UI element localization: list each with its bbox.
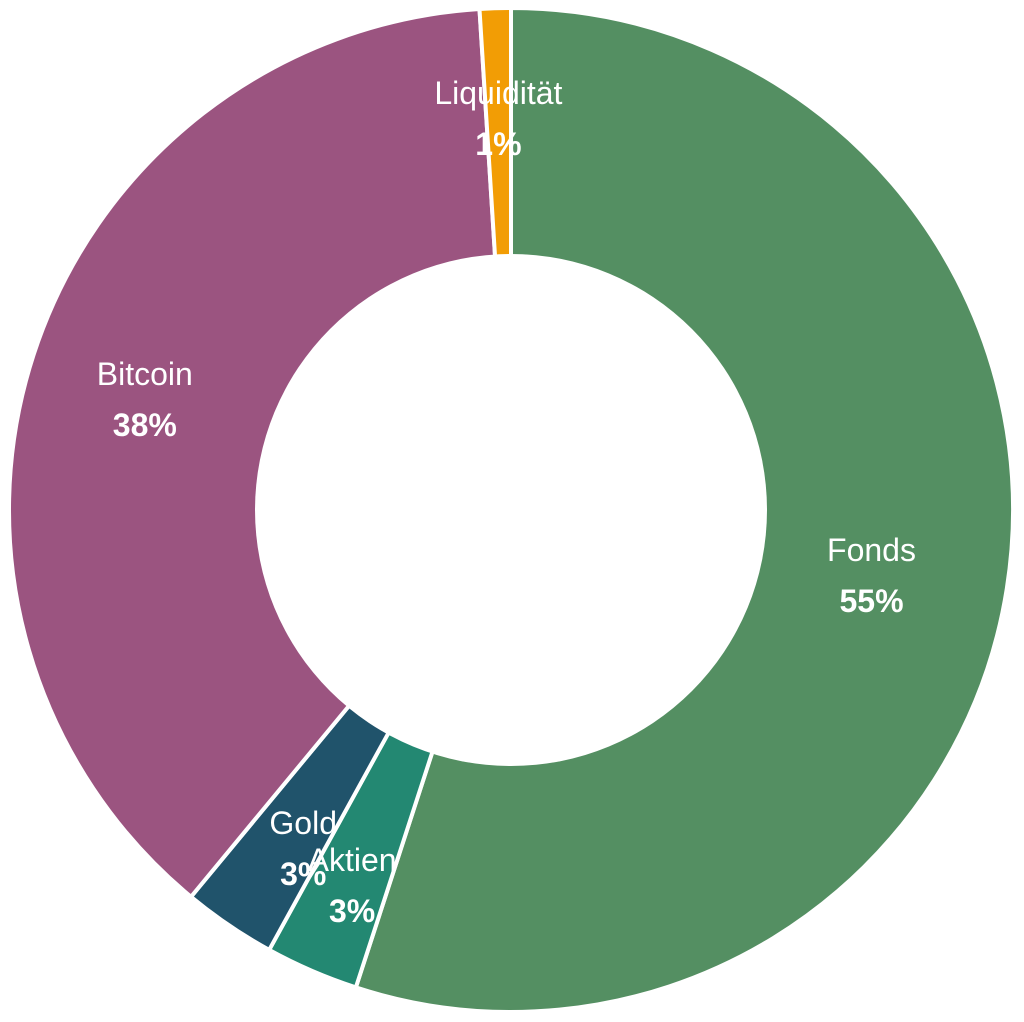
data-label-name-bitcoin: Bitcoin <box>97 356 193 392</box>
data-label-name-aktien: Aktien <box>308 842 397 878</box>
data-label-name-fonds: Fonds <box>827 532 916 568</box>
data-label-value-bitcoin: 38% <box>113 407 177 443</box>
labels-layer: Fonds55%Aktien3%Gold3%Bitcoin38%Liquidit… <box>97 75 916 929</box>
data-label-value-fonds: 55% <box>839 583 903 619</box>
data-label-name-liquiditat: Liquidität <box>434 75 562 111</box>
data-label-value-liquiditat: 1% <box>475 126 521 162</box>
data-label-name-gold: Gold <box>269 805 337 841</box>
slice-bitcoin <box>6 6 513 899</box>
data-label-value-aktien: 3% <box>329 893 375 929</box>
data-label-value-gold: 3% <box>280 856 326 892</box>
donut-hole <box>255 254 767 766</box>
